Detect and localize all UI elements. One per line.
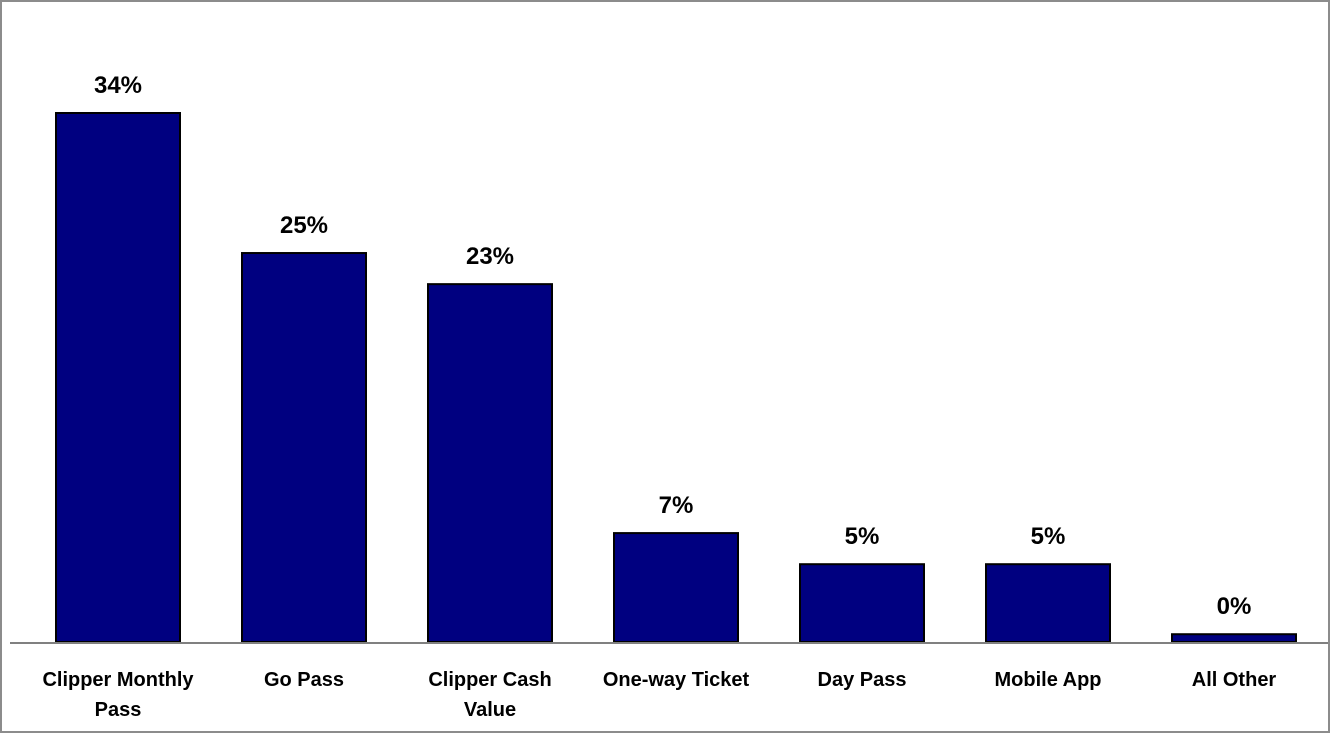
category-label-5-line-0: Mobile App [994,669,1101,691]
data-label-6: 0% [1217,593,1252,620]
data-label-3: 7% [659,492,694,519]
data-label-0: 34% [94,72,142,99]
category-label-0: Clipper Monthly Pass [42,669,194,721]
category-labels-group: Clipper Monthly Pass Go Pass Clipper Cash Va… [42,669,1276,721]
category-label-2-line-0: Clipper Cash [428,669,551,691]
data-label-1: 25% [280,212,328,239]
bar-3 [613,532,739,644]
bar-4 [799,563,925,643]
bar-6 [1171,633,1297,643]
bar-0 [55,112,181,643]
category-label-4-line-0: Day Pass [818,669,907,691]
category-label-0-line-0: Clipper Monthly [42,669,194,691]
data-label-5: 5% [1031,523,1066,550]
category-label-0-line-1: Pass [95,699,142,721]
bar-5 [985,563,1111,643]
bar-1 [241,252,367,643]
category-label-2: Clipper Cash Value [428,669,551,721]
category-label-6: All Other [1192,669,1277,691]
data-label-2: 23% [466,243,514,270]
category-label-3-line-0: One-way Ticket [603,669,750,691]
bars-group [55,112,1297,644]
category-label-5: Mobile App [994,669,1101,691]
category-label-1: Go Pass [264,669,344,691]
data-labels-group: 34% 25% 23% 7% 5% 5% 0% [94,72,1251,620]
category-label-6-line-0: All Other [1192,669,1277,691]
category-label-2-line-1: Value [464,699,516,721]
category-label-1-line-0: Go Pass [264,669,344,691]
bar-2 [427,283,553,643]
category-label-3: One-way Ticket [603,669,750,691]
data-label-4: 5% [845,523,880,550]
category-label-4: Day Pass [818,669,907,691]
